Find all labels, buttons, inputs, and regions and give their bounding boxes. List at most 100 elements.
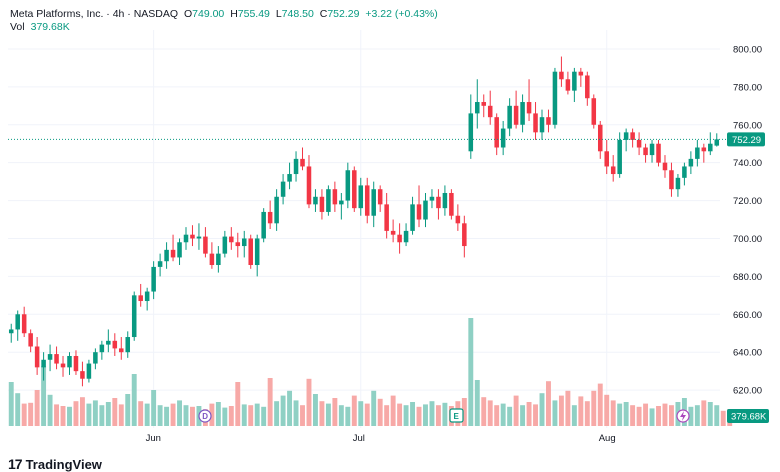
candle-body xyxy=(507,105,512,129)
candle-body xyxy=(630,132,635,140)
candle-body xyxy=(177,242,182,258)
close-value: 752.29 xyxy=(327,8,360,20)
candle-body xyxy=(138,295,143,302)
candle-body xyxy=(708,143,713,152)
volume-bar xyxy=(623,402,629,426)
candle xyxy=(41,352,46,381)
volume-bar xyxy=(177,400,182,426)
candle xyxy=(254,234,260,277)
volume-bar xyxy=(92,400,98,426)
candle-body xyxy=(190,234,195,239)
volume-bar xyxy=(300,405,305,426)
candle xyxy=(47,344,53,372)
candle-body xyxy=(675,177,681,190)
event-flash-icon[interactable] xyxy=(676,409,690,423)
volume-bar xyxy=(54,404,60,426)
candle-body xyxy=(131,295,137,338)
symbol-title[interactable]: Meta Platforms, Inc. · 4h · NASDAQ xyxy=(10,8,179,20)
candle-body xyxy=(462,223,467,247)
volume-bar xyxy=(41,366,47,426)
candle-body xyxy=(73,355,79,372)
candle xyxy=(416,185,422,228)
candle xyxy=(604,139,609,175)
dividend-marker[interactable]: D xyxy=(198,409,212,423)
candle xyxy=(695,139,700,167)
volume-bar xyxy=(125,394,131,426)
candle xyxy=(235,232,241,258)
volume-bar xyxy=(274,401,280,426)
candle-body xyxy=(196,236,202,239)
candle xyxy=(339,192,344,220)
earnings-marker[interactable]: E xyxy=(449,408,464,423)
candle-body xyxy=(60,363,66,368)
candle-body xyxy=(364,185,370,216)
candle xyxy=(99,340,105,360)
price-tick-label: 800.00 xyxy=(733,44,762,55)
change-value: +3.22 (+0.43%) xyxy=(365,8,438,20)
time-axis[interactable]: JunJulAugSep xyxy=(146,433,780,444)
volume-bar xyxy=(215,402,221,426)
candle xyxy=(67,352,72,375)
candle xyxy=(436,189,441,220)
close-label: C xyxy=(319,8,328,20)
candle-body xyxy=(695,147,700,159)
high-label: H xyxy=(230,8,238,20)
volume-bar xyxy=(423,404,428,426)
candle xyxy=(319,189,325,220)
candle-body xyxy=(28,333,33,347)
candle xyxy=(410,196,415,235)
candle-body xyxy=(125,337,131,353)
volume-bar xyxy=(267,378,273,426)
candle-body xyxy=(67,355,72,368)
candles[interactable] xyxy=(8,56,720,387)
candle-body xyxy=(494,117,499,148)
candle-body xyxy=(235,242,241,247)
candle xyxy=(656,139,661,167)
candle-body xyxy=(274,196,279,224)
legend-header: Meta Platforms, Inc. · 4h · NASDAQ O749.… xyxy=(10,8,441,20)
price-tick-label: 700.00 xyxy=(733,234,762,245)
candle-body xyxy=(47,354,53,360)
candle xyxy=(468,94,474,159)
price-axis[interactable]: 620.00 640.00 660.00 680.00 700.00 720.00 740.… xyxy=(733,44,762,396)
volume-bar xyxy=(67,406,72,426)
volume-bar xyxy=(403,405,409,426)
volume-bar xyxy=(520,405,526,426)
volume-bar xyxy=(707,402,713,426)
candle-body xyxy=(21,314,27,334)
candle-body xyxy=(144,291,150,302)
volume-bar xyxy=(21,403,27,426)
candle-body xyxy=(164,249,169,262)
volume-bar xyxy=(209,403,215,426)
candle-body xyxy=(80,371,85,379)
volume-bar xyxy=(377,398,383,426)
candle-body xyxy=(313,196,318,205)
volume-bar xyxy=(332,398,338,426)
candle-body xyxy=(390,230,396,235)
candle-body xyxy=(559,71,564,80)
candle-body xyxy=(436,196,441,209)
last-price-tag: 752.29 xyxy=(727,132,765,147)
volume-bar xyxy=(351,395,357,426)
candle xyxy=(345,162,351,209)
volume-bar xyxy=(28,402,34,426)
candle xyxy=(500,120,506,156)
dividend-marker-label: D xyxy=(202,412,208,421)
candle-body xyxy=(423,200,428,220)
candle xyxy=(688,151,694,175)
volume-bar xyxy=(287,390,293,426)
candle-body xyxy=(254,238,260,266)
candle-body xyxy=(572,71,577,91)
candle xyxy=(546,109,551,133)
candle-body xyxy=(714,139,720,146)
volume-bar xyxy=(487,400,493,426)
candle xyxy=(384,192,389,239)
volume-bar xyxy=(416,406,422,426)
candle xyxy=(183,227,189,250)
candle-body xyxy=(267,211,273,224)
tradingview-logo[interactable]: 17 TradingView xyxy=(8,456,102,472)
candle-body xyxy=(93,352,98,364)
high-value: 755.49 xyxy=(237,8,270,20)
volume-bar xyxy=(610,400,616,426)
